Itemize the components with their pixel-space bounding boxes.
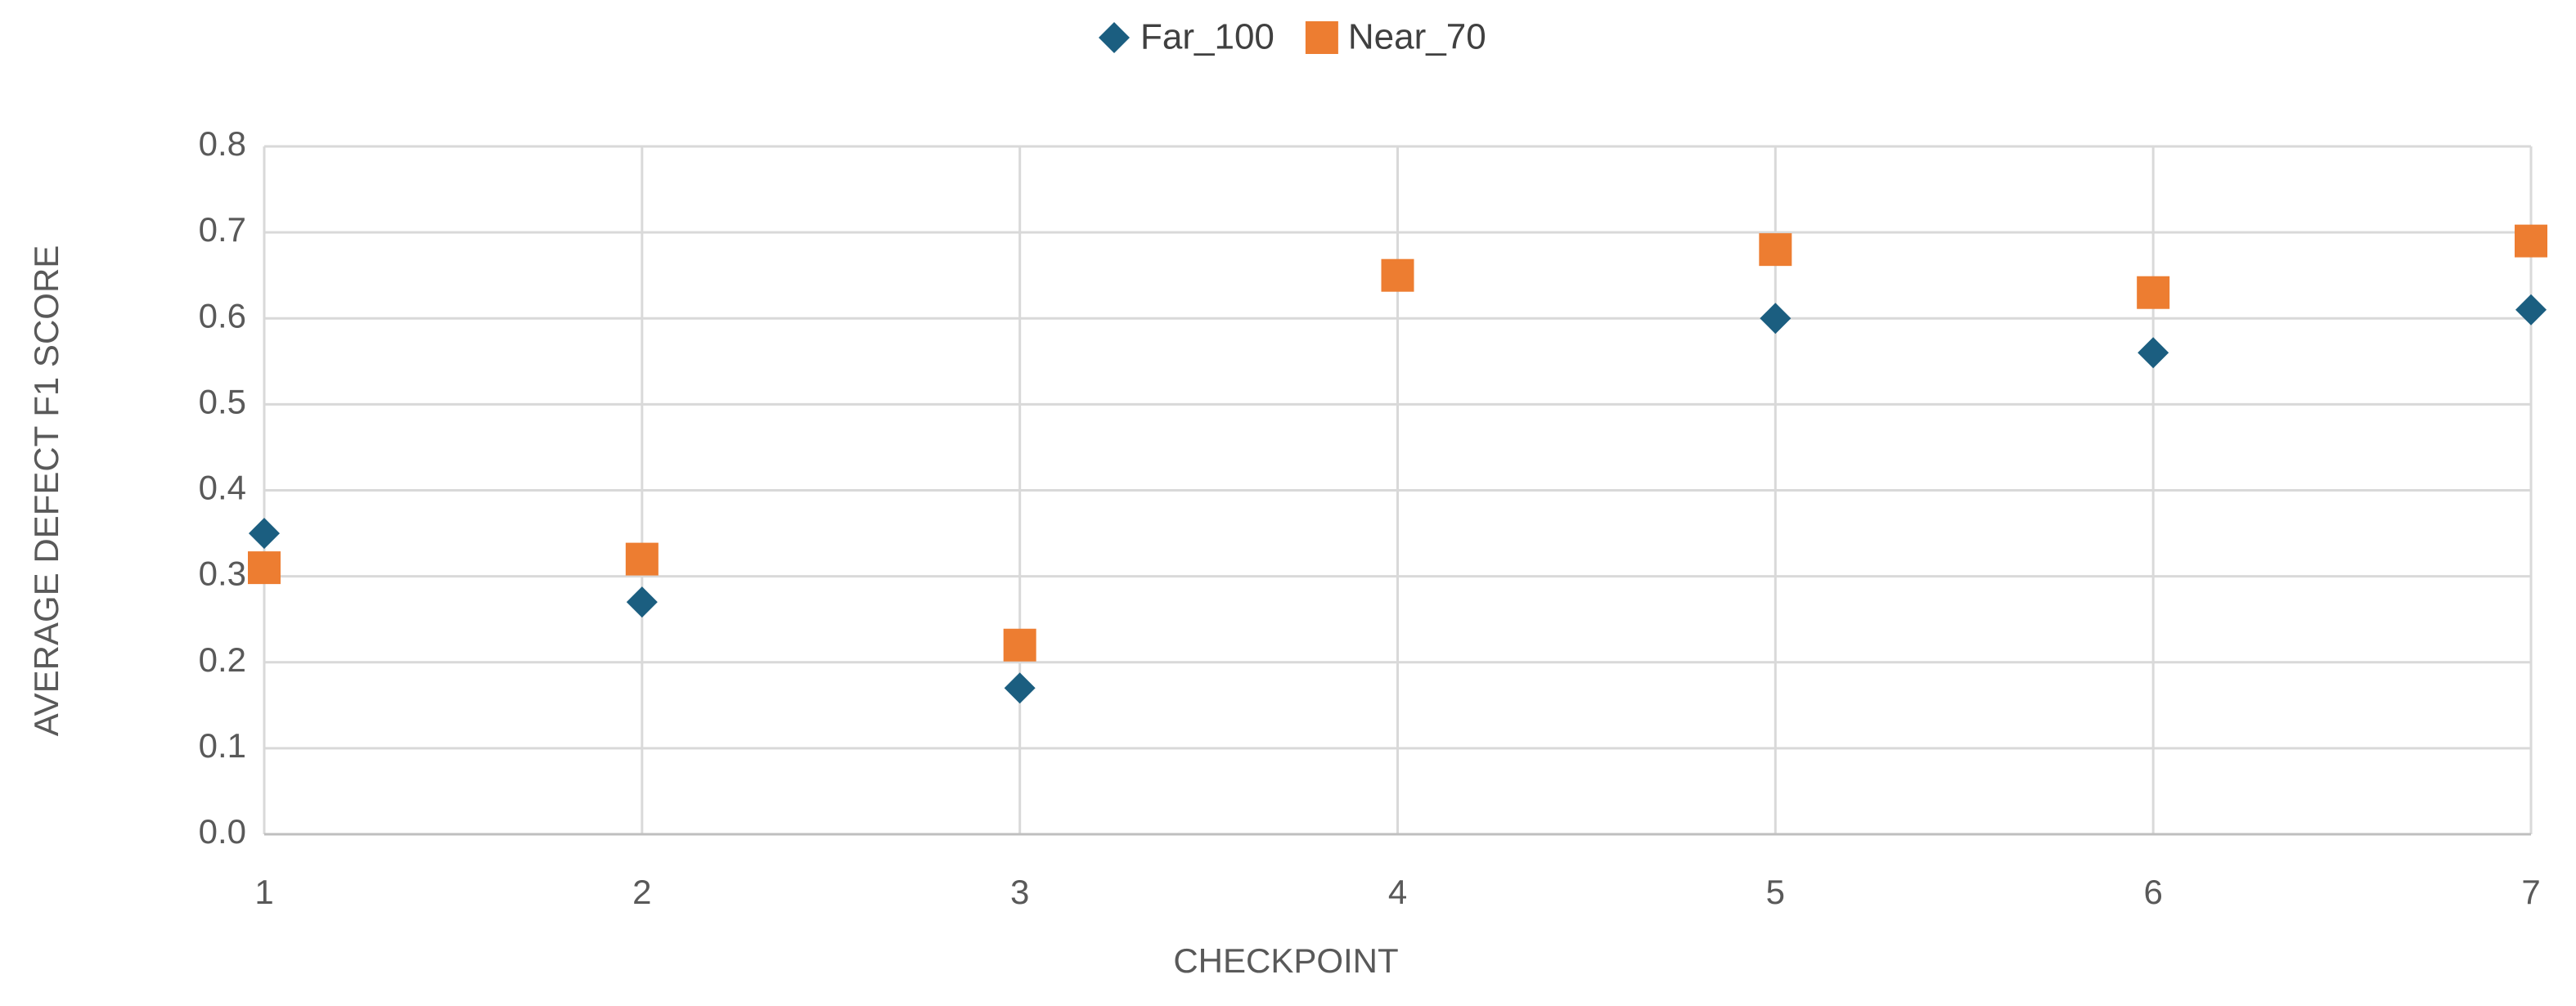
- x-axis-title: CHECKPOINT: [1173, 941, 1398, 980]
- square-marker: [248, 551, 281, 585]
- y-tick-label: 0.4: [199, 469, 246, 507]
- square-marker: [1003, 628, 1036, 662]
- square-marker: [1759, 233, 1792, 267]
- square-marker: [2515, 224, 2547, 258]
- diamond-marker: [1099, 22, 1130, 53]
- diamond-marker: [249, 518, 280, 550]
- legend-label: Far_100: [1140, 17, 1275, 57]
- y-tick-label: 0.6: [199, 296, 246, 335]
- x-tick-label: 3: [1010, 873, 1029, 911]
- diamond-marker: [2515, 294, 2547, 326]
- square-marker: [625, 542, 659, 576]
- legend-label: Near_70: [1348, 17, 1486, 57]
- square-marker: [1305, 21, 1338, 54]
- x-tick-label: 5: [1766, 873, 1785, 911]
- diamond-marker: [1004, 672, 1036, 704]
- x-tick-label: 2: [632, 873, 651, 911]
- x-tick-label: 6: [2143, 873, 2162, 911]
- square-marker: [1381, 258, 1414, 292]
- diamond-marker: [1760, 303, 1792, 335]
- y-tick-label: 0.3: [199, 555, 246, 593]
- x-tick-label: 7: [2521, 873, 2540, 911]
- square-marker: [2137, 276, 2170, 309]
- y-tick-label: 0.5: [199, 382, 246, 420]
- diamond-marker: [2138, 337, 2169, 369]
- x-tick-label: 1: [254, 873, 273, 911]
- diamond-marker: [626, 586, 658, 618]
- y-tick-label: 0.7: [199, 210, 246, 249]
- y-tick-label: 0.0: [199, 812, 246, 851]
- y-tick-label: 0.8: [199, 124, 246, 163]
- x-tick-label: 4: [1388, 873, 1407, 911]
- y-tick-label: 0.1: [199, 726, 246, 765]
- y-tick-label: 0.2: [199, 640, 246, 679]
- y-axis-title: AVERAGE DEFECT F1 SCORE: [27, 245, 65, 737]
